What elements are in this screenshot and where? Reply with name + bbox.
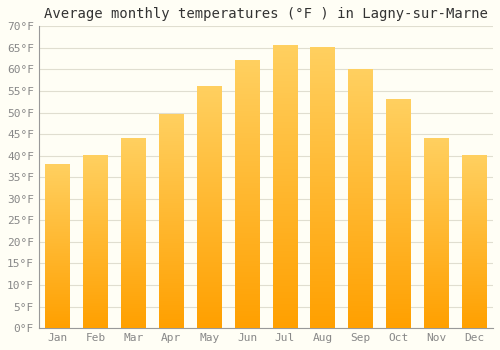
Title: Average monthly temperatures (°F ) in Lagny-sur-Marne: Average monthly temperatures (°F ) in La…	[44, 7, 488, 21]
